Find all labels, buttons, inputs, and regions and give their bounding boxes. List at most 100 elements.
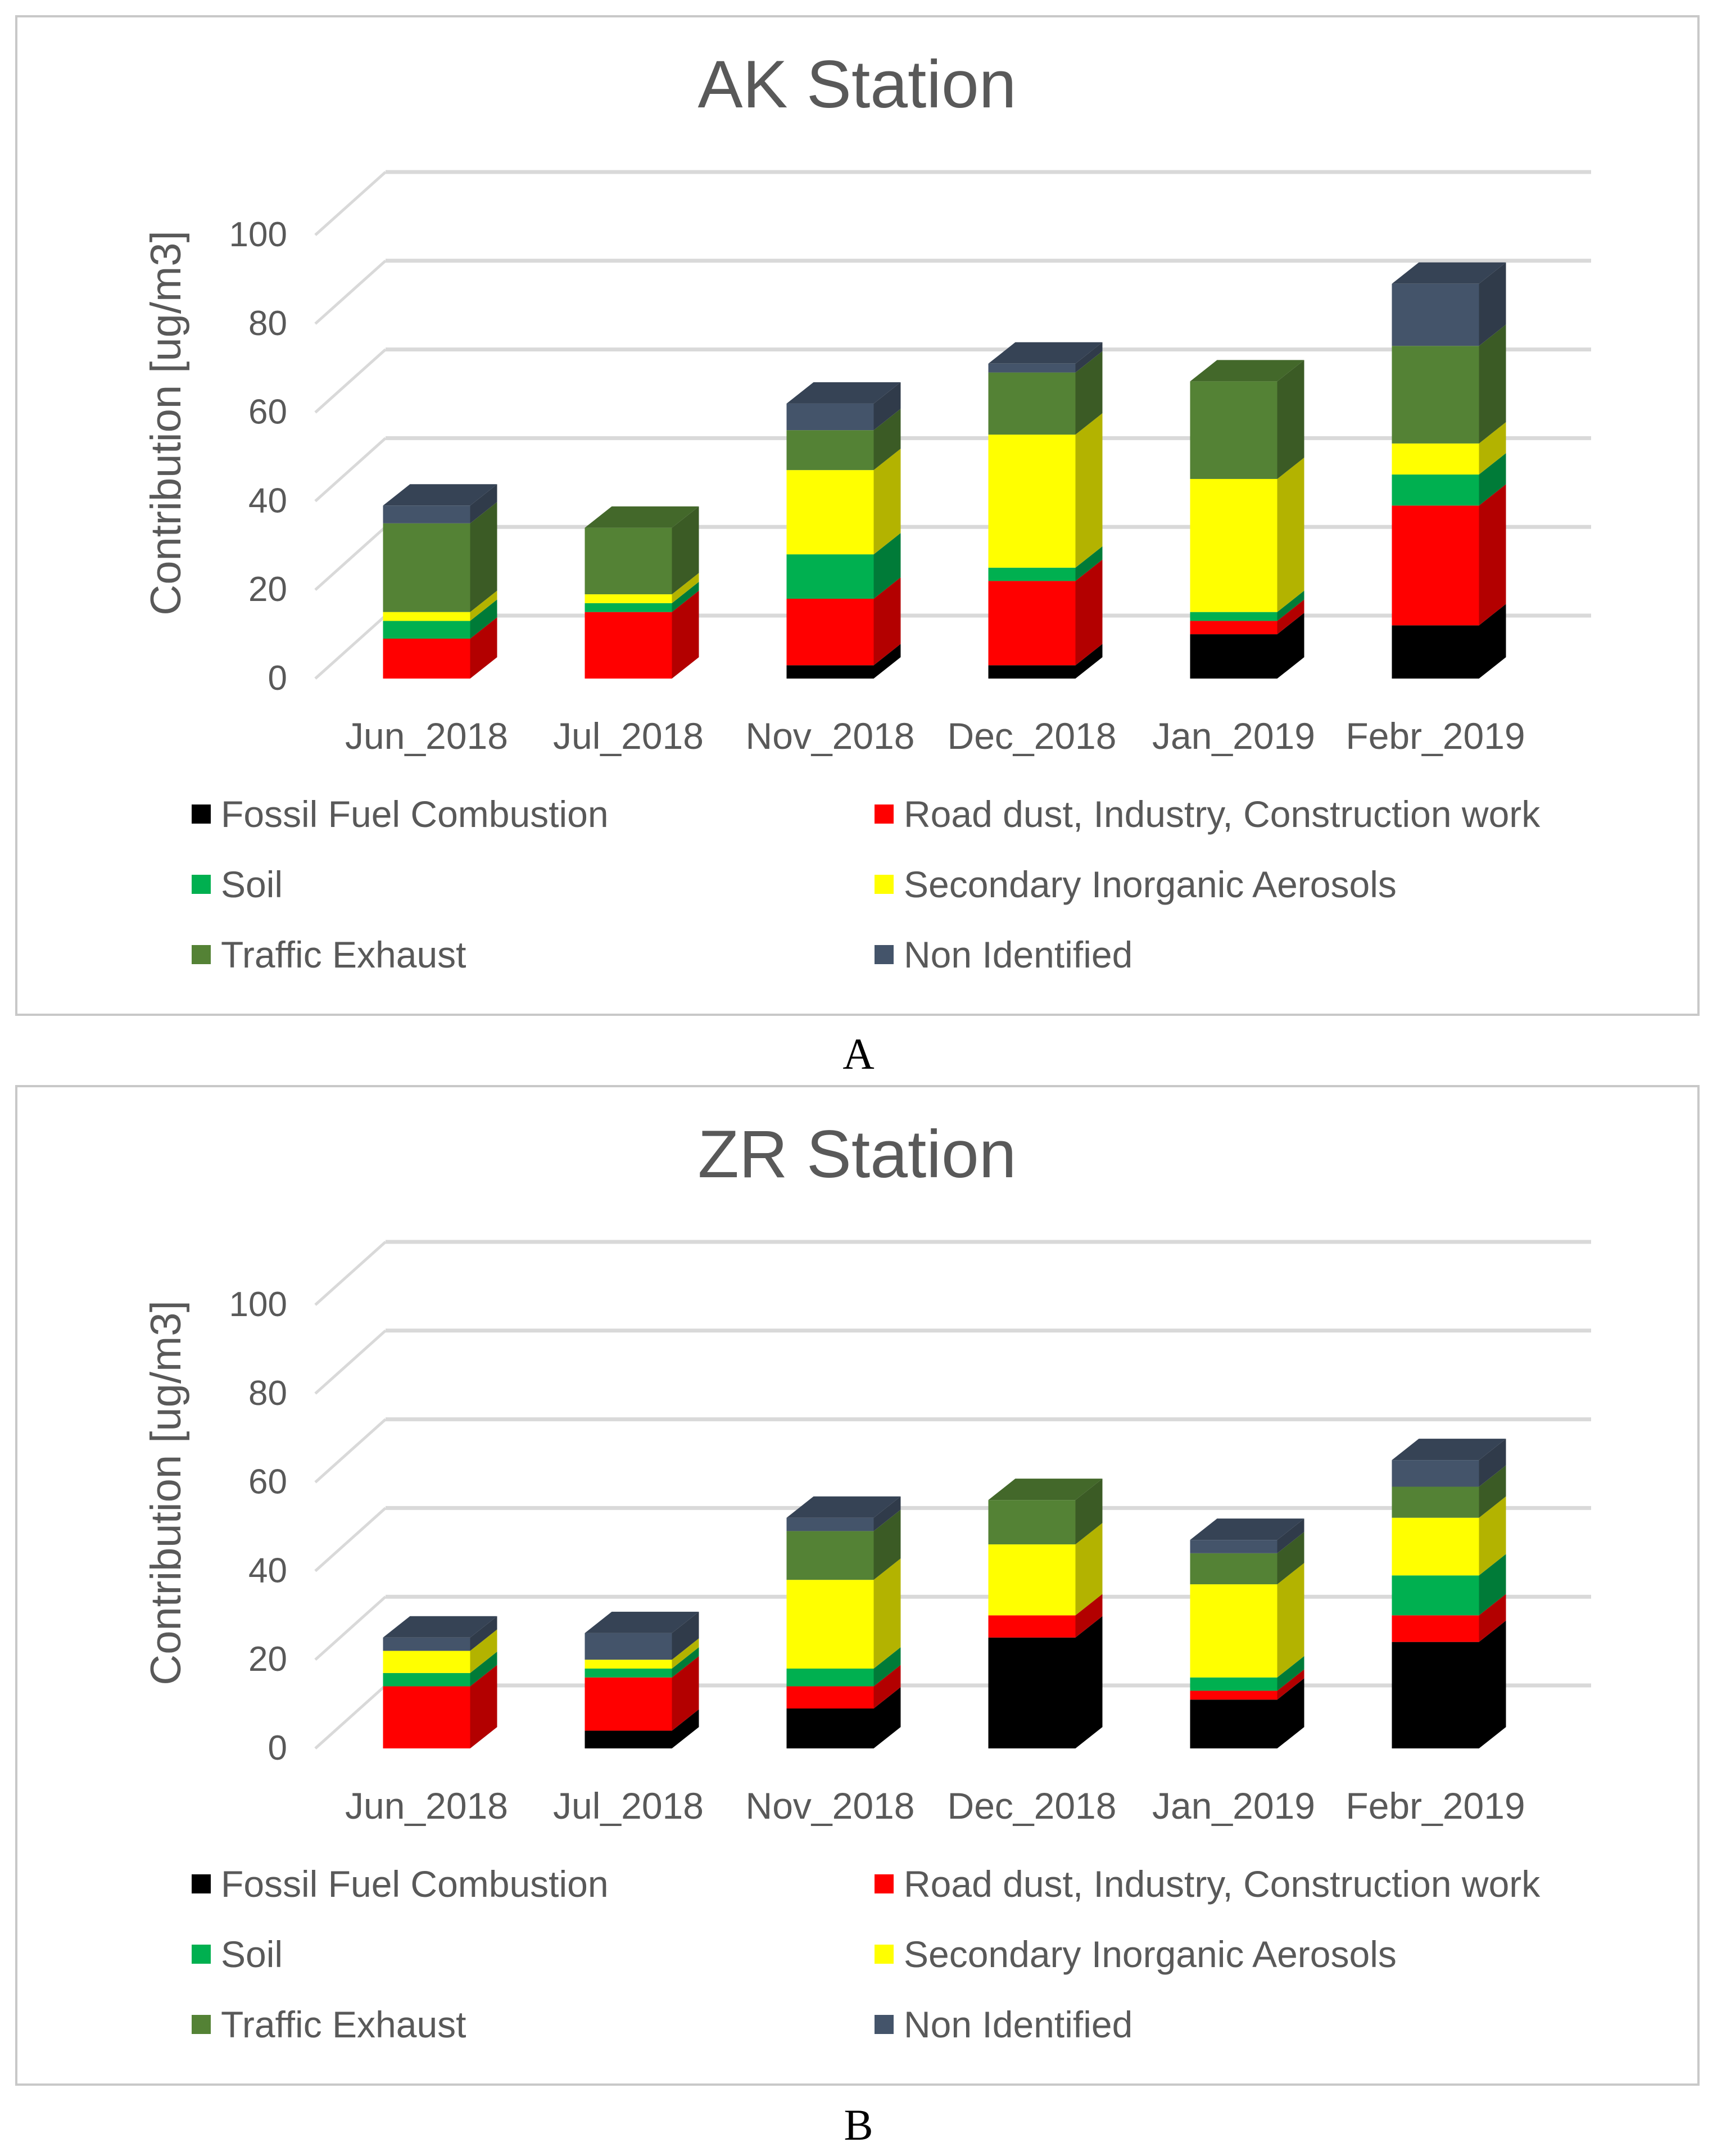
bar-segment (1392, 1620, 1506, 1748)
bar-segment (786, 1509, 901, 1580)
bar-segment (383, 599, 497, 639)
x-tick-label: Febr_2019 (1345, 1785, 1525, 1827)
bar-segment (988, 1523, 1103, 1616)
y-tick-label: 20 (248, 1640, 287, 1679)
bar-segment (1190, 1678, 1304, 1748)
bar-segment (1392, 324, 1506, 444)
bar-stack (786, 382, 901, 679)
legend-item: Secondary Inorganic Aerosols (875, 1933, 1397, 1975)
y-tick-label: 80 (248, 1374, 287, 1413)
bar-segment (383, 1665, 497, 1748)
bar-segment (585, 506, 699, 595)
legend-swatch (875, 1874, 894, 1893)
y-tick-label: 40 (248, 481, 287, 520)
legend-label: Road dust, Industry, Construction work (904, 1863, 1541, 1905)
chart-panel-a: AK Station 0 20 40 60 80 100 Contribution [ug/m… (15, 15, 1700, 1016)
bar-segment (1392, 262, 1506, 346)
bar-segment (1190, 613, 1304, 679)
legend-label: Road dust, Industry, Construction work (904, 793, 1541, 835)
bar-segment (585, 590, 699, 679)
x-tick-label: Jun_2018 (345, 715, 508, 757)
bar-segment (585, 581, 699, 612)
bar-segment (988, 644, 1103, 679)
legend-label: Non Identified (904, 2004, 1132, 2045)
y-tick-label: 40 (248, 1551, 287, 1590)
legend-item: Traffic Exhaust (192, 2004, 466, 2045)
x-tick-label: Jan_2019 (1152, 715, 1315, 757)
legend-item: Non Identified (875, 934, 1132, 975)
bar-segment (786, 1647, 901, 1687)
legend-swatch (192, 804, 211, 824)
bar-segment (988, 1594, 1103, 1638)
legend-label: Fossil Fuel Combustion (221, 793, 609, 835)
bar-segment (1190, 1563, 1304, 1678)
legend-label: Traffic Exhaust (221, 2004, 466, 2045)
bar-segment (1392, 1594, 1506, 1642)
legend-swatch (875, 875, 894, 894)
legend-swatch (875, 804, 894, 824)
bar-segment (585, 573, 699, 603)
y-tick-label: 0 (268, 1729, 287, 1768)
bar-segment (585, 1611, 699, 1660)
bar-segment (585, 1656, 699, 1731)
bar-segment (1392, 1465, 1506, 1518)
legend-item: Fossil Fuel Combustion (192, 793, 609, 835)
bar-stack (988, 342, 1103, 679)
bar-segment (1190, 1518, 1304, 1553)
legend-label: Traffic Exhaust (221, 934, 466, 975)
chart-title: AK Station (697, 47, 1016, 122)
bar-segment (786, 409, 901, 471)
chart-panel-b: ZR Station 0 20 40 60 80 100 Contribution [ug/m… (15, 1085, 1700, 2086)
legend-swatch (875, 2015, 894, 2034)
bar-stack (1190, 1518, 1304, 1748)
bar-stack (585, 506, 699, 679)
legend-swatch (875, 1945, 894, 1964)
bar-segment (988, 546, 1103, 581)
x-tick-label: Dec_2018 (948, 715, 1117, 757)
bar-segment (383, 1651, 497, 1687)
bar-segment (1392, 453, 1506, 506)
chart-a-svg: AK Station 0 20 40 60 80 100 Contribution [ug/m… (142, 47, 1591, 975)
bar-segment (1392, 1496, 1506, 1576)
bar-segment (1190, 1669, 1304, 1700)
chart-b-svg: ZR Station 0 20 40 60 80 100 Contribution [ug/m… (142, 1117, 1591, 2045)
bar-segment (383, 617, 497, 679)
bar-segment (988, 1479, 1103, 1545)
bar-segment (786, 1687, 901, 1748)
panel-caption-b: B (844, 2100, 873, 2149)
bar-segment (1190, 457, 1304, 612)
bar-stack (383, 1616, 497, 1748)
bar-segment (1190, 1531, 1304, 1585)
chart-title: ZR Station (698, 1117, 1017, 1192)
bar-segment (786, 449, 901, 555)
y-tick-label: 80 (248, 304, 287, 343)
legend-swatch (192, 1945, 211, 1964)
bar-segment (786, 533, 901, 599)
bar-stack (383, 484, 497, 679)
bar-segment (786, 382, 901, 431)
legend-item: Soil (192, 864, 283, 905)
y-axis-label: Contribution [ug/m3] (142, 1300, 190, 1685)
bar-segment (988, 342, 1103, 373)
legend-label: Non Identified (904, 934, 1132, 975)
legend-label: Fossil Fuel Combustion (221, 1863, 609, 1905)
x-tick-label: Jul_2018 (553, 1785, 704, 1827)
bar-segment (1392, 484, 1506, 626)
bar-segment (786, 577, 901, 666)
bar-stack (1190, 360, 1304, 679)
gridline (314, 170, 1591, 236)
gridline (314, 1417, 1591, 1484)
bar-segment (383, 501, 497, 612)
bar-segment (786, 1558, 901, 1669)
legend-item: Road dust, Industry, Construction work (875, 793, 1541, 835)
y-tick-label: 100 (229, 1285, 287, 1324)
bar-segment (1190, 360, 1304, 479)
bar-segment (786, 644, 901, 679)
legend-item: Fossil Fuel Combustion (192, 1863, 609, 1905)
bar-segment (1190, 590, 1304, 621)
bar-stack (1392, 1439, 1506, 1748)
bar-segment (1190, 1656, 1304, 1691)
bar-segment (1392, 422, 1506, 475)
y-tick-label: 60 (248, 393, 287, 432)
panel-caption-a: A (842, 1029, 875, 1078)
